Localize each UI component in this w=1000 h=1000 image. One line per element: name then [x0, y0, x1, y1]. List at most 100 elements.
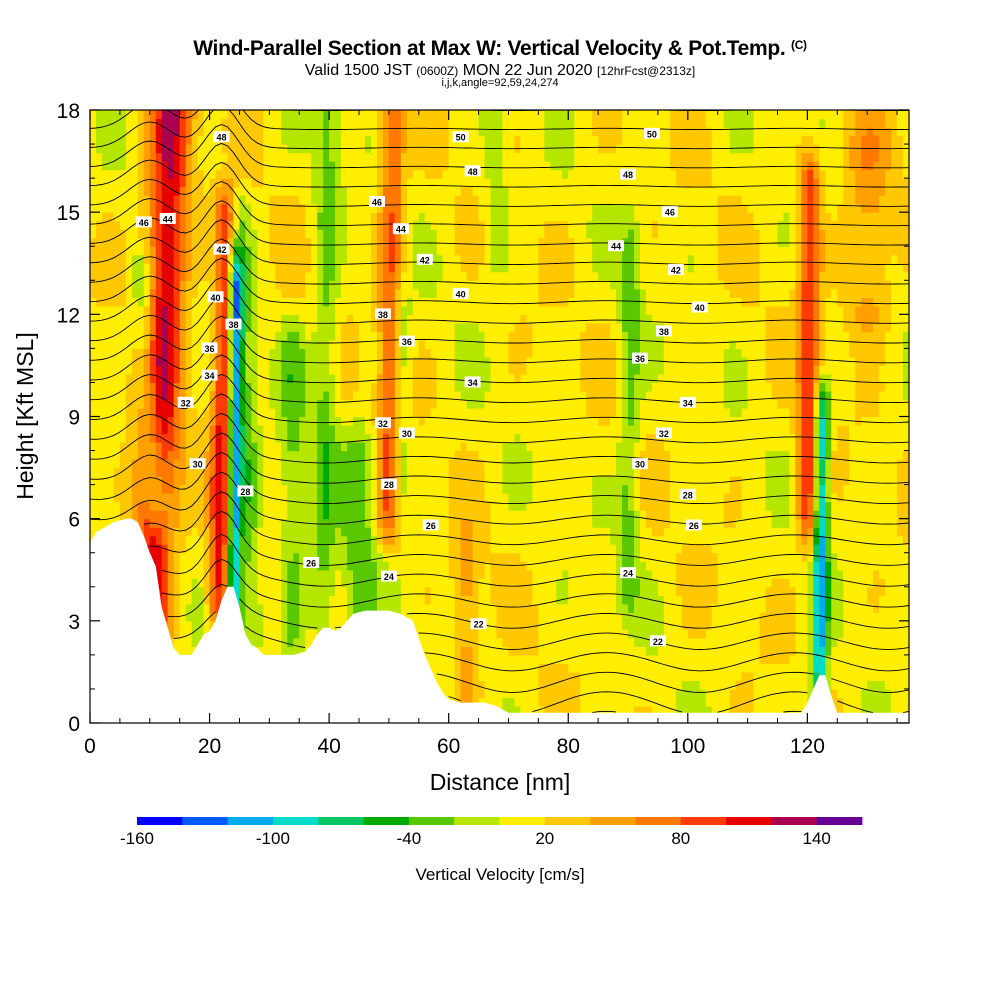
velocity-cell — [418, 459, 426, 469]
velocity-cell — [478, 263, 486, 273]
velocity-cell — [329, 459, 336, 469]
velocity-cell — [466, 407, 474, 418]
velocity-cell — [466, 493, 474, 503]
velocity-cell — [364, 280, 372, 290]
velocity-cell — [370, 407, 378, 418]
velocity-cell — [191, 237, 199, 247]
velocity-cell — [335, 501, 342, 511]
velocity-cell — [436, 527, 444, 537]
velocity-cell — [281, 169, 288, 179]
velocity-cell — [436, 127, 444, 137]
velocity-cell — [95, 152, 103, 162]
velocity-cell — [382, 382, 390, 392]
velocity-cell — [406, 595, 414, 605]
velocity-cell — [245, 203, 253, 213]
velocity-cell — [341, 493, 348, 503]
velocity-cell — [209, 527, 217, 537]
velocity-cell — [197, 254, 205, 264]
velocity-cell — [95, 297, 103, 307]
velocity-cell — [412, 331, 420, 341]
velocity-cell — [329, 135, 336, 145]
velocity-cell — [353, 544, 360, 554]
velocity-cell — [341, 467, 348, 477]
velocity-cell — [251, 493, 258, 503]
velocity-cell — [215, 331, 223, 341]
velocity-cell — [305, 467, 312, 477]
velocity-cell — [329, 467, 336, 477]
velocity-cell — [490, 203, 498, 213]
velocity-cell — [179, 569, 187, 579]
velocity-cell — [341, 331, 348, 341]
velocity-cell — [149, 246, 157, 256]
velocity-cell — [221, 416, 229, 426]
velocity-cell — [209, 246, 217, 256]
velocity-cell — [460, 314, 468, 324]
velocity-cell — [472, 595, 480, 605]
velocity-cell — [155, 425, 163, 435]
velocity-cell — [400, 442, 408, 452]
velocity-cell — [341, 161, 348, 171]
velocity-cell — [311, 467, 318, 477]
velocity-cell — [394, 459, 402, 469]
velocity-cell — [359, 552, 366, 562]
velocity-cell — [215, 459, 223, 469]
velocity-cell — [233, 407, 241, 418]
velocity-cell — [161, 501, 169, 511]
velocity-cell — [466, 195, 474, 205]
velocity-cell — [454, 629, 462, 639]
velocity-cell — [137, 280, 145, 290]
velocity-cell — [329, 544, 336, 554]
velocity-cell — [161, 263, 169, 273]
velocity-cell — [263, 518, 270, 528]
velocity-cell — [185, 305, 193, 315]
velocity-cell — [221, 339, 229, 349]
velocity-cell — [119, 510, 127, 520]
velocity-cell — [257, 612, 264, 622]
velocity-cell — [90, 407, 97, 418]
velocity-cell — [143, 297, 151, 307]
velocity-cell — [191, 484, 199, 494]
velocity-cell — [137, 467, 145, 477]
velocity-cell — [209, 484, 217, 494]
velocity-cell — [269, 195, 276, 205]
velocity-cell — [131, 493, 139, 503]
velocity-cell — [430, 152, 438, 162]
velocity-cell — [245, 527, 253, 537]
velocity-cell — [119, 186, 127, 196]
velocity-cell — [203, 433, 211, 443]
velocity-cell — [107, 178, 115, 188]
velocity-cell — [329, 407, 336, 418]
velocity-cell — [382, 399, 390, 409]
velocity-cell — [305, 578, 312, 588]
velocity-cell — [436, 118, 444, 128]
velocity-cell — [311, 416, 318, 426]
velocity-cell — [502, 586, 510, 596]
velocity-cell — [239, 433, 247, 443]
velocity-cell — [412, 161, 420, 171]
velocity-cell — [442, 263, 450, 273]
velocity-cell — [209, 535, 217, 545]
velocity-cell — [406, 203, 414, 213]
velocity-cell — [95, 339, 103, 349]
velocity-cell — [305, 135, 312, 145]
velocity-cell — [125, 178, 133, 188]
velocity-cell — [107, 161, 115, 171]
velocity-cell — [418, 527, 426, 537]
velocity-cell — [221, 561, 229, 571]
velocity-cell — [227, 152, 235, 162]
velocity-cell — [317, 127, 324, 137]
velocity-cell — [478, 373, 486, 384]
velocity-cell — [502, 663, 510, 673]
velocity-cell — [448, 646, 456, 656]
velocity-cell — [197, 586, 205, 596]
velocity-cell — [484, 680, 492, 690]
velocity-cell — [305, 433, 312, 443]
velocity-cell — [502, 646, 510, 656]
velocity-cell — [101, 186, 109, 196]
velocity-cell — [149, 527, 157, 537]
velocity-cell — [424, 654, 432, 664]
velocity-cell — [406, 390, 414, 401]
velocity-cell — [281, 237, 288, 247]
velocity-cell — [323, 118, 330, 128]
velocity-cell — [496, 348, 504, 358]
